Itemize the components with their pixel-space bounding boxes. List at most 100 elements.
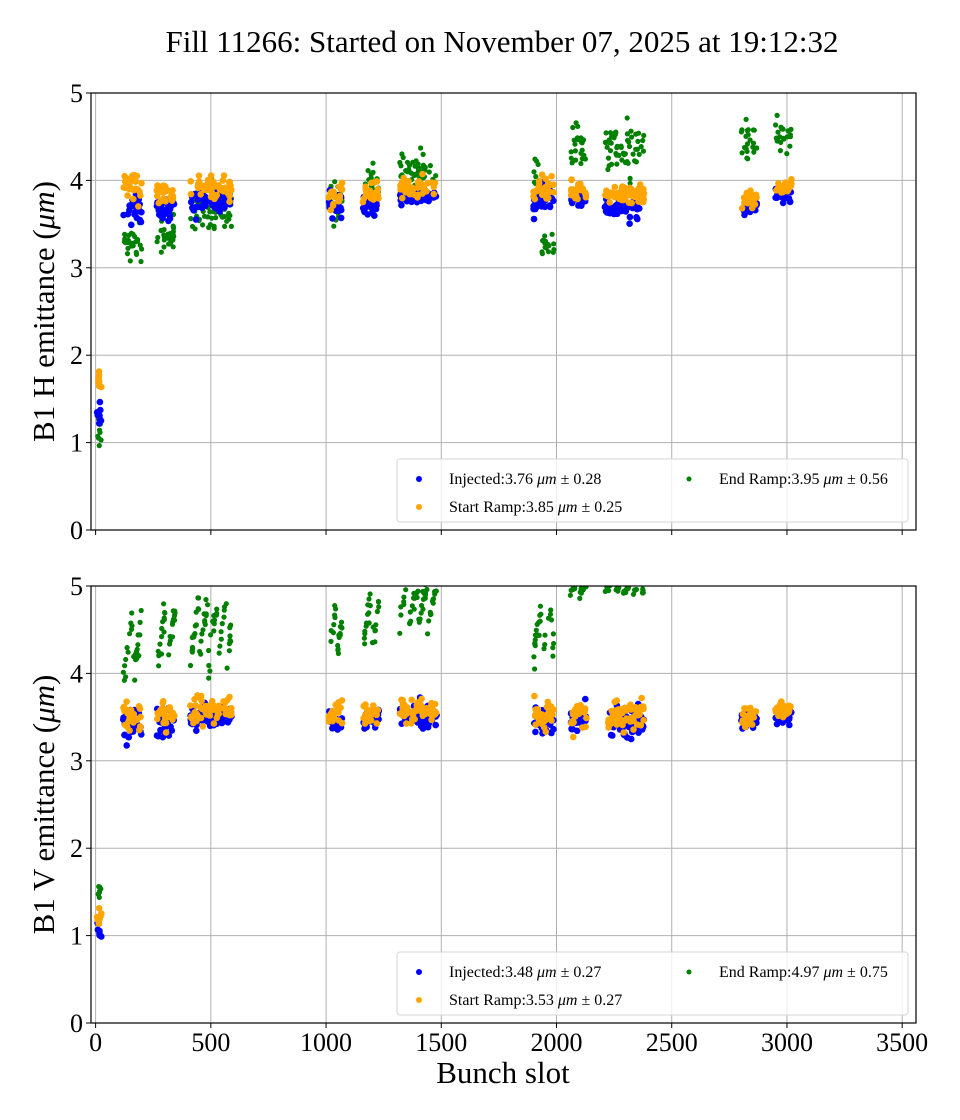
data-point (624, 131, 631, 137)
data-point (551, 247, 557, 253)
data-point (628, 128, 634, 134)
data-point (422, 595, 428, 601)
y-axis-label-unit: μm (26, 191, 61, 230)
data-point (629, 204, 636, 212)
data-point (172, 608, 178, 614)
data-point (158, 706, 165, 713)
data-point (97, 429, 103, 435)
data-point (638, 576, 643, 581)
data-point (541, 646, 547, 652)
data-point (158, 184, 166, 192)
data-point (399, 151, 405, 157)
data-point (205, 214, 211, 220)
data-point (623, 707, 630, 714)
data-point (787, 143, 793, 149)
data-point (328, 638, 334, 645)
data-point (630, 591, 637, 597)
data-point (209, 215, 215, 221)
data-point (788, 176, 795, 183)
data-point (633, 721, 641, 728)
data-point (206, 712, 214, 719)
data-point (130, 195, 137, 203)
data-point (413, 172, 419, 178)
data-point (636, 581, 641, 586)
data-point (533, 627, 539, 633)
data-point (568, 155, 574, 161)
panel-v-emittance: 0 1 2 3 4 5 0 500 1000 1500 2000 2500 3000 3500 B1 V… (26, 572, 928, 1057)
data-point (161, 232, 167, 238)
data-point (744, 141, 751, 147)
data-point (189, 223, 196, 230)
data-point (155, 648, 161, 654)
data-point (227, 633, 233, 639)
data-point (626, 220, 633, 227)
data-point (620, 150, 627, 156)
data-point (227, 186, 235, 193)
data-point (373, 720, 381, 727)
data-point (542, 728, 550, 735)
data-point (532, 666, 538, 672)
data-point (155, 234, 161, 241)
data-point (607, 148, 614, 154)
data-point (539, 251, 546, 257)
data-point (161, 206, 169, 214)
data-point (187, 702, 194, 709)
data-point (137, 619, 143, 626)
data-point (572, 141, 578, 147)
data-point (226, 641, 232, 647)
data-point (751, 149, 757, 155)
data-point (361, 635, 367, 641)
data-point (211, 223, 217, 229)
chart-title: Fill 11266: Started on November 07, 2025… (165, 24, 838, 59)
data-point (226, 192, 233, 200)
y-tick-label: 1 (70, 429, 83, 458)
data-point (404, 181, 412, 188)
data-point (189, 648, 195, 654)
data-point (611, 183, 619, 191)
data-point (97, 884, 103, 890)
data-point (779, 702, 787, 709)
data-point (97, 417, 105, 425)
data-point (220, 172, 228, 179)
data-point (153, 187, 161, 194)
data-point (638, 694, 645, 702)
data-point (613, 721, 620, 728)
data-point (533, 188, 540, 195)
x-tick-label: 1000 (300, 1028, 352, 1057)
data-point (129, 623, 135, 629)
data-point (153, 732, 161, 739)
data-point (774, 112, 780, 118)
data-point (200, 222, 206, 228)
data-point (226, 178, 233, 186)
data-point (225, 706, 233, 713)
data-point (366, 596, 372, 602)
data-point (206, 675, 212, 681)
data-point (195, 595, 201, 601)
data-point (433, 173, 439, 179)
data-point (98, 383, 105, 391)
data-point (197, 191, 204, 198)
data-point (163, 187, 171, 194)
data-point (747, 137, 753, 143)
data-point (161, 227, 167, 233)
data-point (122, 231, 128, 237)
data-point (338, 179, 346, 187)
data-point (640, 590, 646, 596)
data-point (330, 709, 338, 716)
data-point (536, 619, 542, 625)
data-point (621, 577, 626, 582)
legend-entry-end-ramp: End Ramp:4.97 μm ± 0.75 (686, 964, 888, 981)
data-point (530, 205, 537, 213)
data-point (537, 603, 544, 609)
data-point (540, 189, 547, 196)
legend-marker-injected (416, 969, 422, 975)
data-point (200, 627, 206, 633)
data-point (398, 201, 405, 209)
data-point (218, 629, 224, 635)
data-point (619, 578, 624, 583)
data-point (336, 195, 344, 203)
data-point (406, 575, 411, 580)
data-point (325, 714, 333, 722)
data-point (542, 642, 548, 648)
data-point (744, 148, 750, 154)
